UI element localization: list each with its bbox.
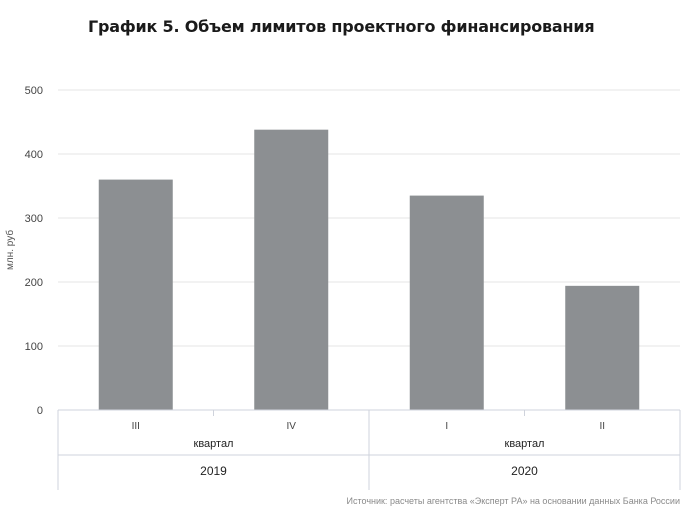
x-tick-label: II [599, 421, 605, 432]
x-tick-label: I [445, 421, 448, 432]
y-tick-label: 100 [25, 341, 43, 353]
group-label: 2019 [200, 464, 227, 478]
group-sublabel: квартал [505, 438, 545, 450]
chart-title: График 5. Объем лимитов проектного финан… [88, 17, 595, 36]
bar-III [98, 179, 173, 410]
x-tick-label: III [132, 421, 140, 432]
bar-I [409, 195, 484, 410]
bar-II [565, 285, 640, 410]
y-tick-label: 200 [25, 277, 43, 289]
y-tick-label: 0 [37, 405, 43, 417]
bars [98, 129, 640, 410]
y-tick-label: 500 [25, 85, 43, 97]
source-note: Источник: расчеты агентства «Эксперт РА»… [346, 496, 680, 506]
y-axis-label: млн. руб [4, 230, 16, 270]
x-tick-label: IV [287, 421, 297, 432]
group-sublabel: квартал [194, 438, 234, 450]
group-label: 2020 [511, 464, 538, 478]
y-tick-label: 400 [25, 149, 43, 161]
y-tick-labels: 0 100 200 300 400 500 [25, 85, 43, 417]
y-tick-label: 300 [25, 213, 43, 225]
bar-IV [254, 129, 329, 410]
